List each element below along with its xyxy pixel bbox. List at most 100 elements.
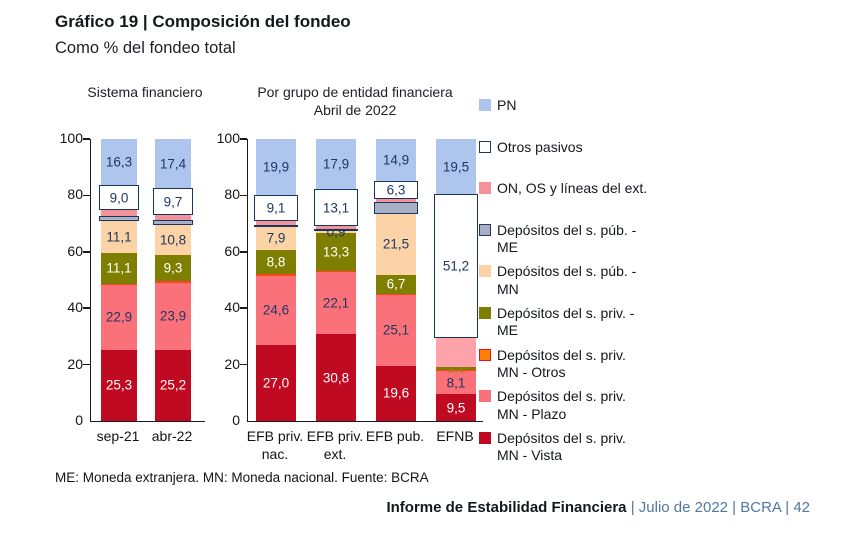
x-axis-category-line: EFB priv. [246, 428, 304, 444]
chart-legend: PN Otros pasivos ON, OS y líneas del ext. D… [479, 97, 714, 471]
footer-report-title: Informe de Estabilidad Financiera [386, 499, 627, 516]
legend-label-line: Depósitos del s. priv. [497, 346, 626, 363]
x-axis-category-line: sep-21 [96, 428, 140, 444]
legend-label-line: MN - Otros [497, 363, 566, 380]
bar-segment-label: 23,9 [159, 308, 187, 324]
y-axis-tick-label: 80 [224, 186, 240, 203]
y-axis-tick [83, 307, 90, 309]
bar-segment-label: 9,1 [266, 200, 286, 216]
bar-segment-label: 7,9 [266, 230, 286, 246]
bar-segment-pn: 19,5 [436, 139, 476, 194]
bar-segment-on_os [436, 338, 476, 367]
bar-segment-otros_mn [436, 369, 476, 372]
bar-segment-vista: 25,3 [101, 349, 137, 421]
y-axis-tick [240, 138, 247, 140]
y-axis-tick [83, 251, 90, 253]
legend-label: Depósitos del s. priv. - ME [497, 305, 634, 340]
legend-label-line: Depósitos del s. priv. [497, 429, 626, 446]
bar-segment-mn_pub: 21,5 [376, 214, 416, 275]
legend-swatch-otros_pasivos [479, 140, 491, 153]
y-axis-tick-label: 80 [67, 186, 83, 203]
bar-segment-me_pub [153, 220, 193, 225]
legend-label-line: Depósitos del s. priv. [497, 388, 626, 405]
bar-segment-otros_pasivos: 9,1 [254, 195, 298, 221]
legend-item-otros_pasivos: Otros pasivos [479, 139, 714, 181]
y-axis-tick-label: 40 [224, 299, 240, 316]
legend-label: Otros pasivos [497, 139, 583, 156]
bar-segment-me_pub [314, 228, 358, 231]
x-axis-category-label: EFB pub. [355, 428, 435, 446]
bar-segment-me_priv: 8,8 [256, 249, 296, 275]
footer-meta-text: | Julio de 2022 | BCRA | 42 [630, 499, 810, 516]
bar-segment-plazo: 22,1 [316, 271, 356, 335]
x-axis-category-label: sep-21 [78, 428, 158, 446]
bar-segment-mn_pub: 7,9 [256, 227, 296, 250]
bar-segment-label: 16,3 [105, 154, 133, 170]
stacked-bar: 25,3 22,9 11,1 11,1 9,0 16,3 [99, 139, 139, 421]
legend-item-me_pub: Depósitos del s. púb. - ME [479, 222, 714, 264]
bar-segment-mn_pub: 10,8 [155, 224, 191, 256]
legend-item-otros_mn: Depósitos del s. priv. MN - Otros [479, 347, 714, 389]
bar-segment-otros_mn [101, 283, 137, 286]
panel-title-por-grupo: Por grupo de entidad financiera Abril de… [245, 83, 465, 119]
y-axis-tick-label: 40 [67, 299, 83, 316]
bar-segment-label: 19,5 [442, 159, 470, 174]
bar-segment-otros_pasivos: 6,3 [374, 181, 418, 199]
panel-title-line: Por grupo de entidad financiera [257, 84, 453, 100]
bar-segment-me_priv: 9,3 [155, 255, 191, 282]
bar-segment-vista: 30,8 [316, 334, 356, 421]
y-axis-tick-label: 60 [224, 242, 240, 259]
legend-swatch-mn_pub [479, 265, 491, 278]
x-axis-category-label: EFB priv. ext. [295, 428, 375, 463]
footnote: ME: Moneda extranjera. MN: Moneda nacion… [55, 470, 429, 485]
legend-item-pn: PN [479, 97, 714, 139]
y-axis-tick [83, 363, 90, 366]
bar-segment-label: 19,6 [382, 385, 410, 401]
x-axis-category-line: EFB priv. [306, 428, 364, 444]
bar-segment-me_priv: 11,1 [101, 252, 137, 284]
y-axis-tick [240, 251, 247, 253]
bar-segment-label: 13,1 [322, 200, 350, 216]
bar-segment-label: 14,9 [382, 152, 410, 168]
legend-swatch-vista [479, 431, 491, 444]
bar-segment-me_priv: 1,1 [436, 361, 476, 376]
legend-swatch-on_os [479, 182, 491, 195]
legend-label: Depósitos del s. púb. - ME [497, 222, 636, 257]
bar-segment-on_os [155, 215, 191, 221]
bar-segment-otros_mn [376, 293, 416, 295]
stacked-bar: 30,8 22,1 13,3 0,9 13,1 17,9 [314, 139, 358, 421]
bar-segment-label: 25,2 [159, 377, 187, 393]
legend-label-line: Depósitos del s. priv. - [497, 304, 635, 321]
stacked-bar: 27,0 24,6 8,8 7,9 9,1 19,9 [254, 139, 298, 421]
legend-label-line: MN - Vista [497, 447, 563, 464]
chart-subtitle: Como % del fondeo total [55, 39, 236, 57]
bar-segment-label: 21,5 [382, 236, 410, 252]
legend-item-on_os: ON, OS y líneas del ext. [479, 180, 714, 222]
bar-segment-otros_pasivos: 13,1 [314, 189, 358, 227]
bar-segment-mn_pub: 0,9 [316, 224, 356, 239]
legend-swatch-pn [479, 99, 491, 111]
bar-segment-pn: 17,4 [155, 139, 191, 189]
legend-swatch-plazo [479, 390, 491, 403]
legend-label-line: MN [497, 280, 519, 297]
bar-segment-otros_mn [316, 270, 356, 272]
legend-label: Depósitos del s. priv. MN - Otros [497, 347, 626, 382]
x-axis-category-line: ext. [323, 445, 347, 462]
legend-label-line: ME [497, 322, 518, 339]
bar-segment-label: 17,9 [322, 156, 350, 172]
bar-segment-pn: 14,9 [376, 139, 416, 182]
bar-segment-label: 25,1 [382, 322, 410, 338]
bar-segment-me_pub [374, 201, 418, 215]
bar-segment-label: 11,1 [106, 260, 132, 276]
bar-segment-on_os [316, 226, 356, 230]
bar-segment-label: 8,1 [446, 375, 466, 391]
legend-label-line: PN [497, 97, 517, 113]
stacked-bar: 19,6 25,1 6,7 21,5 6,3 14,9 [374, 139, 418, 421]
bar-segment-otros_pasivos: 9,7 [153, 188, 193, 216]
bar-segment-otros_mn [155, 281, 191, 283]
y-axis-tick-label: 60 [67, 242, 83, 259]
legend-item-plazo: Depósitos del s. priv. MN - Plazo [479, 388, 714, 430]
bar-segment-label: 11,1 [106, 229, 132, 245]
panel-title-sistema-financiero: Sistema financiero [60, 83, 230, 101]
